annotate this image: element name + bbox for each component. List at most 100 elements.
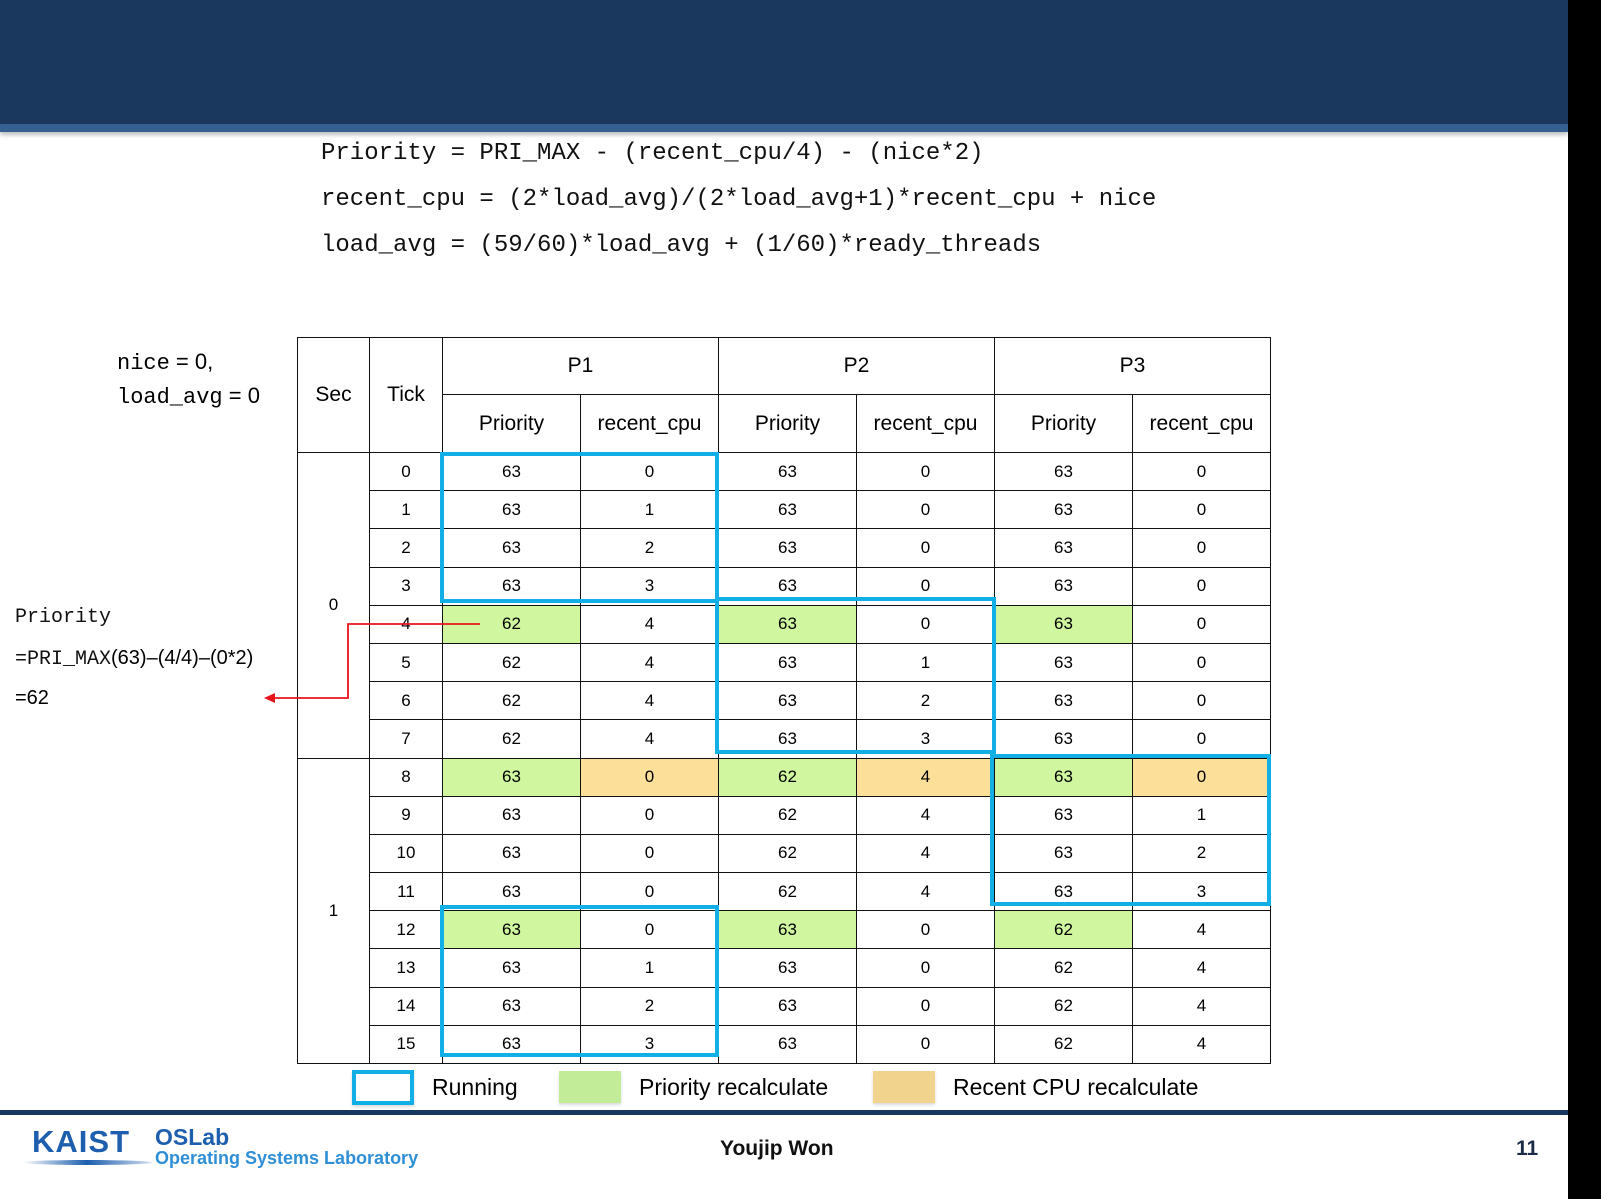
tick-cell: 6 [369,681,443,721]
p3-priority-cell: 63 [994,833,1133,874]
p2-recent-cpu-cell: 0 [856,566,995,606]
p3-recent-cpu-cell: 0 [1132,566,1271,606]
table-row: 1 63 1 63 0 63 0 [298,490,1271,530]
p2-recent-cpu-cell: 4 [856,833,995,874]
p3-priority-cell: 63 [994,719,1133,759]
p2-recent-cpu-cell: 0 [856,528,995,568]
table-row: 1 8 63 0 62 4 63 0 [297,757,1271,1064]
tick-cell: 4 [369,604,443,644]
p3-priority-cell: 63 [994,566,1133,606]
header-tick: Tick [369,337,443,453]
p2-priority-cell: 63 [718,490,857,530]
p3-priority-cell: 62 [994,1024,1133,1065]
p2-priority-cell: 63 [718,642,857,683]
tick-cell: 1 [369,490,443,530]
p1-priority-cell: 63 [442,451,581,492]
p2-priority-cell: 63 [718,986,857,1026]
priority-recalc-swatch-icon [559,1071,621,1103]
tick-cell: 3 [369,566,443,606]
header-p2-recent-cpu: recent_cpu [856,394,995,453]
slide: Priority = PRI_MAX - (recent_cpu/4) - (n… [0,0,1568,1199]
sec-cell: 0 [297,452,370,759]
formula-priority: Priority = PRI_MAX - (recent_cpu/4) - (n… [321,140,984,167]
tick-cell: 13 [369,948,443,988]
p1-priority-cell: 63 [442,795,581,835]
p2-recent-cpu-cell: 3 [856,719,995,759]
table-row: 6 62 4 63 2 63 0 [298,681,1271,721]
p3-recent-cpu-cell: 0 [1132,604,1271,644]
p3-recent-cpu-cell: 4 [1132,948,1271,988]
header-p3-recent-cpu: recent_cpu [1132,394,1271,453]
p2-recent-cpu-cell: 0 [856,604,995,644]
p3-recent-cpu-cell: 4 [1132,1024,1271,1065]
logo-oslab: OSLab [155,1124,230,1150]
table-row: 14 63 2 63 0 62 4 [298,986,1271,1026]
p2-recent-cpu-cell: 1 [856,642,995,683]
p3-priority-cell: 62 [994,910,1133,950]
table-row: 9 63 0 62 4 63 1 [298,795,1271,835]
p1-recent-cpu-cell: 0 [580,833,719,874]
p1-recent-cpu-cell: 2 [580,986,719,1026]
header-p2-priority: Priority [718,394,857,453]
calc-line-2-var: =PRI_MAX [15,648,112,671]
calc-line-3-result: =62 [15,687,49,709]
p1-recent-cpu-cell: 0 [580,451,719,492]
initial-values-note: nice = 0, load_avg = 0 [117,346,260,414]
cpu-recalc-swatch-icon [873,1071,935,1103]
p1-recent-cpu-cell: 0 [580,872,719,912]
tick-cell: 5 [369,642,443,683]
p1-recent-cpu-cell: 3 [580,566,719,606]
table-row: 7 62 4 63 3 63 0 [298,719,1271,759]
p3-recent-cpu-cell: 1 [1132,795,1271,835]
p1-priority-cell: 63 [442,528,581,568]
p1-recent-cpu-cell: 1 [580,490,719,530]
tick-cell: 7 [369,719,443,759]
table-row: 12 63 0 63 0 62 4 [298,910,1271,950]
p2-recent-cpu-cell: 2 [856,681,995,721]
formula-recent-cpu: recent_cpu = (2*load_avg)/(2*load_avg+1)… [321,186,1157,213]
table-row: 10 63 0 62 4 63 2 [298,833,1271,874]
sec-cell: 1 [297,757,370,1064]
p3-recent-cpu-cell: 3 [1132,872,1271,912]
p2-priority-cell: 63 [718,910,857,950]
p3-recent-cpu-cell: 0 [1132,490,1271,530]
p3-priority-cell: 62 [994,986,1133,1026]
p3-recent-cpu-cell: 0 [1132,528,1271,568]
logo-kaist: KAIST [32,1124,130,1159]
tick-cell: 10 [369,833,443,874]
p2-priority-cell: 62 [718,872,857,912]
logo-subtitle: Operating Systems Laboratory [155,1148,419,1168]
p3-priority-cell: 63 [994,490,1133,530]
title-bar [0,0,1568,124]
author-name: Youjip Won [720,1137,834,1160]
p1-priority-cell: 62 [442,681,581,721]
tick-cell: 11 [369,872,443,912]
logo-swoosh-icon [22,1160,152,1165]
table-row: 13 63 1 63 0 62 4 [298,948,1271,988]
p1-recent-cpu-cell: 4 [580,719,719,759]
p1-recent-cpu-cell: 0 [580,757,719,797]
p1-recent-cpu-cell: 3 [580,1024,719,1065]
header-p1-priority: Priority [442,394,581,453]
p2-priority-cell: 63 [718,451,857,492]
p1-priority-cell: 63 [442,1024,581,1065]
p1-recent-cpu-cell: 4 [580,681,719,721]
header-p3: P3 [994,337,1271,395]
p2-recent-cpu-cell: 4 [856,795,995,835]
p2-priority-cell: 63 [718,528,857,568]
p1-priority-cell: 63 [442,757,581,797]
p1-priority-cell: 62 [442,642,581,683]
header-sec: Sec [297,337,370,453]
legend-priority-recalc: Priority recalculate [559,1068,828,1106]
tick-cell: 8 [369,757,443,797]
p2-recent-cpu-cell: 0 [856,986,995,1026]
tick-cell: 12 [369,910,443,950]
table-row: 15 63 3 63 0 62 4 [298,1024,1271,1065]
tick-cell: 2 [369,528,443,568]
p2-recent-cpu-cell: 0 [856,1024,995,1065]
p1-priority-cell: 63 [442,910,581,950]
load-avg-var: load_avg [117,385,223,410]
priority-calculation-note: Priority =PRI_MAX(63)–(4/4)–(0*2) =62 [15,604,253,724]
p1-recent-cpu-cell: 0 [580,910,719,950]
p2-priority-cell: 63 [718,1024,857,1065]
